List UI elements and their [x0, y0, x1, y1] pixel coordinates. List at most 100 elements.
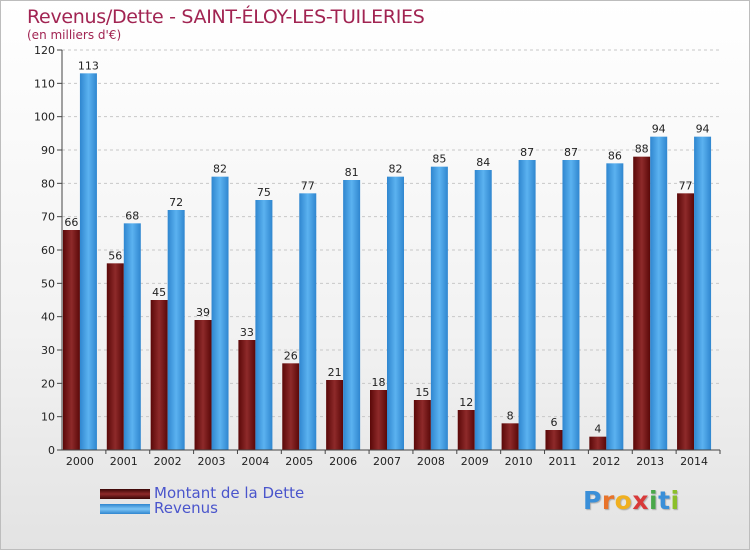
logo-letter: i — [670, 486, 680, 515]
data-label-dette: 21 — [328, 366, 342, 379]
y-tick-label: 20 — [41, 377, 55, 390]
bar-revenus — [79, 73, 97, 450]
bar-revenus — [387, 176, 404, 450]
bar-dette — [545, 430, 563, 450]
bar-dette — [501, 423, 519, 450]
bar-revenus — [650, 136, 668, 450]
data-label-dette: 15 — [415, 386, 429, 399]
y-tick-label: 120 — [34, 44, 55, 57]
chart-subtitle: (en milliers d'€) — [27, 28, 122, 42]
data-label-revenus: 77 — [301, 179, 315, 192]
bar-revenus — [211, 176, 229, 450]
bar-revenus — [474, 170, 492, 450]
bar-dette — [62, 230, 80, 450]
bar-revenus — [562, 160, 580, 450]
bar-dette — [633, 156, 651, 450]
bar-revenus — [299, 193, 317, 451]
bar-dette — [677, 193, 695, 451]
data-label-revenus: 81 — [345, 166, 359, 179]
legend: Montant de la Dette Revenus — [100, 486, 304, 516]
data-label-revenus: 85 — [432, 153, 446, 166]
bar-revenus — [255, 200, 273, 450]
x-tick-label: 2011 — [548, 455, 576, 468]
data-label-revenus: 72 — [169, 196, 183, 209]
bar-dette — [238, 340, 256, 450]
bar-dette — [150, 300, 168, 450]
bar-revenus — [518, 160, 536, 450]
bar-dette — [589, 436, 607, 450]
x-tick-label: 2012 — [592, 455, 620, 468]
legend-item-debt: Montant de la Dette — [100, 486, 304, 501]
x-tick-label: 2010 — [505, 455, 533, 468]
y-tick-label: 90 — [41, 144, 55, 157]
data-label-dette: 12 — [459, 396, 473, 409]
data-label-revenus: 82 — [213, 163, 227, 176]
bar-dette — [413, 400, 431, 450]
data-label-revenus: 86 — [608, 149, 622, 162]
data-label-dette: 77 — [679, 179, 693, 192]
logo-letter: P — [583, 486, 602, 515]
y-tick-label: 70 — [41, 211, 55, 224]
bar-revenus — [343, 180, 361, 450]
bar-revenus — [606, 163, 624, 451]
data-label-dette: 4 — [594, 423, 601, 436]
x-tick-label: 2004 — [241, 455, 269, 468]
x-tick-label: 2009 — [461, 455, 489, 468]
x-tick-label: 2008 — [417, 455, 445, 468]
x-tick-label: 2013 — [636, 455, 664, 468]
bar-dette — [282, 363, 300, 450]
data-label-dette: 45 — [152, 286, 166, 299]
x-tick-label: 2000 — [66, 455, 94, 468]
bar-revenus — [167, 210, 185, 450]
x-tick-label: 2006 — [329, 455, 357, 468]
legend-label-revenus: Revenus — [154, 499, 218, 517]
data-label-revenus: 113 — [78, 59, 99, 72]
legend-item-revenus: Revenus — [100, 501, 304, 516]
chart-title: Revenus/Dette - SAINT-ÉLOY-LES-TUILERIES — [27, 6, 425, 28]
y-tick-label: 10 — [41, 411, 55, 424]
y-tick-label: 110 — [34, 77, 55, 90]
logo-letter: t — [658, 486, 671, 515]
bar-revenus — [430, 166, 448, 450]
data-label-dette: 88 — [635, 143, 649, 156]
data-label-revenus: 68 — [125, 209, 139, 222]
data-label-dette: 6 — [550, 416, 557, 429]
y-tick-label: 40 — [41, 311, 55, 324]
bar-dette — [106, 263, 124, 450]
data-label-dette: 56 — [108, 249, 122, 262]
data-label-revenus: 94 — [696, 123, 710, 136]
bar-revenus — [123, 223, 141, 450]
legend-swatch-revenus — [100, 503, 150, 514]
y-tick-label: 0 — [48, 444, 55, 457]
bar-dette — [194, 320, 212, 450]
logo-letter: o — [614, 486, 633, 515]
data-label-dette: 66 — [64, 216, 78, 229]
x-tick-label: 2007 — [373, 455, 401, 468]
data-label-revenus: 75 — [257, 186, 271, 199]
proxiti-logo: Proxiti — [583, 486, 680, 515]
bar-dette — [370, 390, 387, 450]
data-label-dette: 8 — [507, 409, 514, 422]
bar-dette — [457, 410, 475, 450]
data-label-revenus: 84 — [476, 156, 490, 169]
x-tick-label: 2014 — [680, 455, 708, 468]
x-tick-label: 2003 — [198, 455, 226, 468]
y-tick-label: 50 — [41, 277, 55, 290]
y-tick-label: 60 — [41, 244, 55, 257]
y-tick-label: 80 — [41, 177, 55, 190]
data-label-revenus: 87 — [564, 146, 578, 159]
logo-letter: x — [632, 486, 649, 515]
data-label-revenus: 94 — [652, 123, 666, 136]
bar-dette — [326, 380, 344, 450]
x-tick-label: 2002 — [154, 455, 182, 468]
x-tick-label: 2001 — [110, 455, 138, 468]
legend-swatch-debt — [100, 488, 150, 499]
logo-letter: r — [601, 486, 615, 515]
data-label-revenus: 87 — [520, 146, 534, 159]
data-label-dette: 26 — [284, 349, 298, 362]
legend-label-debt: Montant de la Dette — [154, 484, 305, 502]
y-tick-label: 100 — [34, 111, 55, 124]
x-tick-label: 2005 — [285, 455, 313, 468]
logo-letter: i — [649, 486, 659, 515]
